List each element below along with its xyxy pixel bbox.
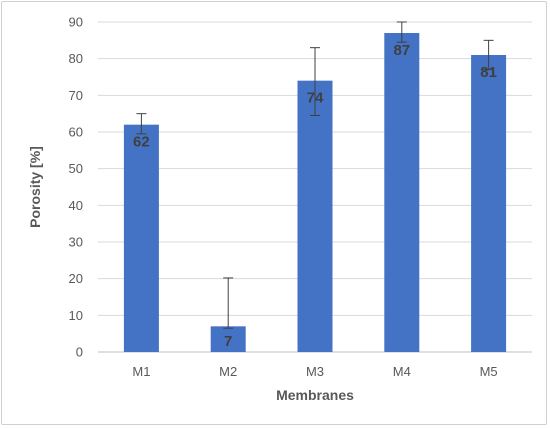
x-tick-label: M5 — [480, 364, 498, 379]
data-label: 81 — [480, 64, 497, 81]
bar — [123, 124, 159, 353]
x-tick-label: M3 — [306, 364, 324, 379]
data-label: 7 — [224, 333, 232, 350]
y-tick-label: 60 — [69, 125, 83, 140]
y-tick-label: 90 — [69, 15, 83, 30]
y-tick-label: 0 — [76, 345, 83, 360]
data-labels: 62 7 74 87 81 — [133, 42, 497, 350]
x-tick-label: M2 — [219, 364, 237, 379]
y-tick-label: 30 — [69, 235, 83, 250]
y-axis-ticks: 0 10 20 30 40 50 60 70 80 90 — [69, 15, 83, 360]
x-axis-ticks: M1 M2 M3 M4 M5 — [132, 364, 497, 379]
y-tick-label: 50 — [69, 161, 83, 176]
bar — [471, 55, 507, 352]
y-tick-label: 40 — [69, 198, 83, 213]
bar — [297, 80, 333, 353]
data-label: 87 — [393, 42, 410, 59]
x-tick-label: M1 — [132, 364, 150, 379]
y-tick-label: 80 — [69, 51, 83, 66]
data-label: 74 — [307, 90, 324, 107]
bar — [210, 326, 246, 352]
y-tick-label: 10 — [69, 308, 83, 323]
y-tick-label: 20 — [69, 271, 83, 286]
x-tick-label: M4 — [393, 364, 411, 379]
bars — [123, 33, 507, 353]
y-axis-title: Porosity [%] — [27, 146, 43, 228]
data-label: 62 — [133, 134, 150, 151]
x-axis-title: Membranes — [276, 387, 354, 403]
error-bars — [136, 21, 494, 329]
y-tick-label: 70 — [69, 88, 83, 103]
bar — [384, 33, 420, 352]
